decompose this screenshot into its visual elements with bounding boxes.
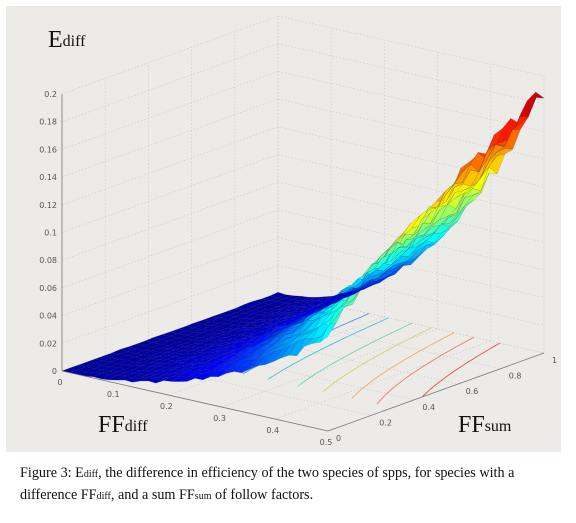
caption-text-3: of follow factors. [211, 487, 314, 503]
y-tick-label: 0.4 [422, 403, 435, 412]
caption-text-2: , and a sum [110, 487, 180, 503]
x-tick-label: 0.2 [160, 402, 173, 411]
z-tick-label: 0.14 [39, 173, 57, 182]
figure-panel: 0 0.02 0.04 0.06 0.08 0.1 0.12 0.14 0.16 0.18 0.2 … [6, 6, 561, 452]
caption-text-1: , the difference in efficiency of the tw… [20, 465, 515, 503]
caption-ffs: FF [179, 487, 195, 503]
y-tick-label: 0.6 [466, 387, 479, 396]
x-tick-label: 0.1 [107, 390, 120, 399]
figure-caption: Figure 3: Ediff, the difference in effic… [20, 463, 560, 507]
y-tick-label: 0 [336, 434, 341, 443]
caption-e: E [75, 465, 84, 481]
x-axis-ticks: 0 0.1 0.2 0.3 0.4 0.5 [57, 378, 332, 447]
x-tick-label: 0.5 [320, 438, 333, 447]
z-tick-label: 0.2 [44, 90, 57, 99]
z-tick-label: 0.1 [44, 229, 57, 238]
z-tick-label: 0 [52, 367, 57, 376]
z-tick-label: 0.08 [39, 256, 57, 265]
z-axis-ticks: 0 0.02 0.04 0.06 0.08 0.1 0.12 0.14 0.16 0.18 0.2 [39, 90, 57, 376]
x-axis-title: FFdiff [98, 412, 148, 438]
z-tick-label: 0.16 [39, 145, 57, 154]
caption-ffd-sub: diff [96, 491, 111, 502]
z-tick-label: 0.18 [39, 118, 57, 127]
y-tick-label: 0.2 [379, 418, 392, 427]
caption-label: Figure 3: [20, 465, 76, 481]
y-tick-label: 1 [552, 356, 557, 365]
y-tick-label: 0.8 [509, 372, 522, 381]
surface [61, 91, 545, 384]
axes [61, 94, 545, 432]
y-axis-title: FFsum [458, 412, 512, 438]
x-tick-label: 0 [57, 378, 62, 387]
z-tick-label: 0.02 [39, 339, 57, 348]
z-tick-label: 0.06 [39, 284, 57, 293]
z-tick-label: 0.04 [39, 312, 57, 321]
z-tick-label: 0.12 [39, 201, 57, 210]
y-axis-ticks: 0 0.2 0.4 0.6 0.8 1 [336, 356, 557, 443]
caption-e-sub: diff [83, 469, 99, 480]
caption-ffs-sub: sum [194, 491, 212, 502]
surface-plot: 00.020.040.060.080.10.120.140.160.180.2 … [39, 15, 557, 447]
z-axis-title: Ediff [48, 27, 86, 53]
caption-ffd: FF [80, 487, 97, 503]
x-tick-label: 0.3 [213, 414, 226, 423]
x-tick-label: 0.4 [266, 426, 279, 435]
grid [61, 15, 545, 432]
